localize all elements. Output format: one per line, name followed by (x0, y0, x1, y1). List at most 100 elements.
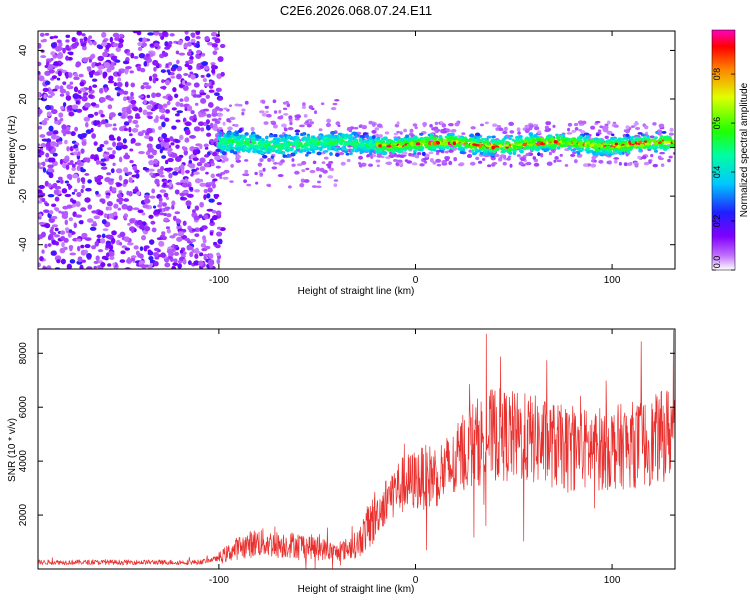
spectrogram-cell (229, 149, 235, 154)
spectrogram-cell (94, 177, 101, 183)
spectrogram-cell (652, 122, 657, 126)
spectrogram-cell (429, 124, 433, 128)
spectrogram-cell (303, 179, 310, 183)
spectrogram-cell (586, 140, 591, 145)
spectrogram-cell (559, 153, 563, 157)
spectrogram-cell (161, 202, 167, 207)
spectrogram-cell (130, 82, 136, 88)
y-tick-label: 40 (18, 44, 29, 56)
spectrogram-cell (179, 134, 184, 141)
spectrogram-cell (620, 138, 625, 142)
spectrogram-cell (161, 31, 168, 37)
spectrogram-cell (534, 147, 538, 151)
spectrogram-cell (123, 166, 129, 173)
spectrogram-cell (107, 104, 113, 110)
spectrogram-cell (159, 189, 167, 193)
spectrogram-cell (588, 143, 594, 147)
spectrogram-cell (487, 164, 492, 168)
spectrogram-cell (153, 247, 160, 252)
snr-x-label: Height of straight line (km) (298, 584, 415, 595)
spectrogram-cell (652, 139, 657, 143)
spectrogram-cell (437, 138, 444, 141)
spectrogram-cell (147, 32, 154, 36)
spectrogram-cell (620, 146, 626, 150)
colorbar-ticks: 0.00.20.40.60.8 (712, 68, 735, 271)
spectrogram-cell (509, 134, 514, 138)
spectrogram-cell (108, 75, 114, 82)
spectrogram-cell (196, 161, 203, 167)
spectrogram-cell (146, 104, 153, 110)
spectrogram-cell (476, 138, 481, 142)
spectrogram-cell (234, 138, 240, 141)
spectrogram-cell (610, 137, 616, 140)
spectrogram-cell (614, 142, 619, 146)
spectrogram-cell (147, 115, 153, 120)
snr-x-ticks: -100 0 100 (209, 329, 621, 586)
spectrogram-cell (163, 192, 169, 198)
spectrogram-cell (573, 122, 579, 127)
spectrogram-cell (174, 211, 181, 215)
spectrogram-cell (395, 162, 399, 166)
spectrogram-cell (175, 182, 182, 186)
spectrogram-cell (199, 252, 204, 257)
spectrogram-cell (306, 133, 311, 138)
spectrogram-cell (80, 188, 84, 194)
spectrogram-cell (189, 71, 194, 75)
spectrogram-cell (243, 179, 248, 183)
spectrogram-cell (91, 133, 97, 139)
spectrogram-cell (65, 164, 70, 170)
spectrogram-cell (40, 55, 47, 59)
spectrogram-cell (253, 145, 258, 149)
spectrogram-cell (140, 85, 145, 90)
spectrogram-cell (132, 207, 140, 211)
spectrogram-cell (260, 140, 265, 144)
spectrogram-cell (641, 155, 647, 160)
spectrogram-cell (210, 138, 214, 145)
spectrogram-cell (605, 139, 609, 144)
spectrogram-cell (126, 52, 132, 56)
spectrogram-cell (193, 126, 201, 132)
spectrogram-cell (176, 59, 180, 65)
spectrogram-cell (421, 151, 426, 156)
spectrogram-cell (476, 149, 480, 153)
spectrogram-cell (53, 189, 60, 195)
spectrogram-cell (563, 144, 568, 148)
spectrogram-cell (54, 85, 60, 90)
spectrogram-cell (261, 112, 267, 117)
spectrogram-cell (173, 167, 180, 172)
spectrogram-cell (226, 147, 232, 151)
spectrogram-cell (569, 153, 576, 157)
spectrogram-cell (371, 129, 377, 134)
spectrogram-cell (80, 207, 87, 212)
spectrogram-cell (432, 161, 437, 165)
spectrogram-cell (412, 149, 417, 153)
x-tick-label: 100 (604, 275, 621, 286)
spectrogram-cell (315, 185, 322, 189)
spectrogram-cell (176, 110, 184, 114)
spectrogram-cell (136, 191, 141, 196)
spectrogram-cell (86, 157, 91, 163)
spectrogram-cell (165, 196, 170, 201)
spectrogram-cell (221, 151, 227, 156)
spectrogram-cell (217, 238, 223, 245)
spectrogram-cell (230, 163, 234, 168)
spectrogram-cell (211, 80, 215, 86)
spectrogram-cell (567, 138, 572, 142)
spectrogram-cell (46, 265, 52, 269)
spectrogram-cell (241, 137, 246, 140)
spectrogram-cell (118, 200, 123, 205)
spectrogram-cell (212, 151, 218, 157)
spectrogram-cell (499, 140, 503, 144)
spectrogram-cell (94, 240, 99, 247)
spectrogram-cell (176, 236, 183, 242)
spectrogram-cell (208, 84, 214, 89)
spectrogram-cell (75, 100, 80, 105)
spectrogram-cell (132, 119, 139, 125)
spectrogram-cell (181, 80, 186, 85)
spectrogram-cell (184, 137, 190, 143)
spectrogram-cell (142, 82, 150, 86)
spectrogram-cell (578, 144, 584, 148)
spectrogram-cell (123, 154, 131, 160)
spectrogram-cell (211, 64, 216, 70)
